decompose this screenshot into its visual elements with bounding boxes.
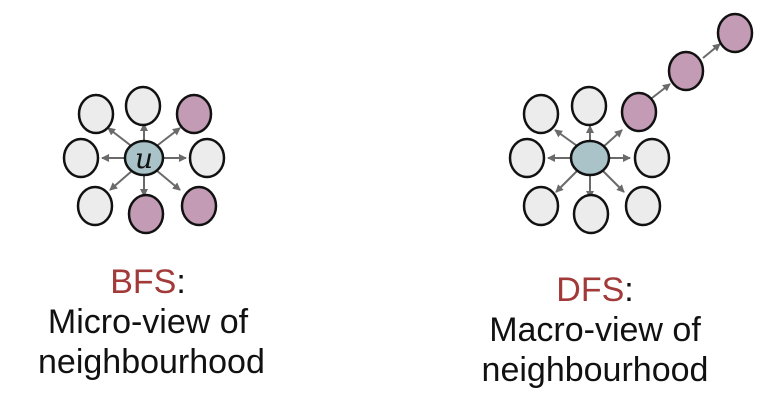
bfs-center-node — [123, 139, 165, 177]
bfs-center-label: u — [135, 142, 153, 175]
dfs-line1: Macro-view of — [489, 311, 701, 349]
bfs-node-unvisited — [62, 137, 100, 179]
bfs-caption: BFS: Micro-view of neighbourhood — [38, 262, 265, 382]
dfs-edge — [555, 169, 579, 193]
dfs-path-node — [716, 12, 754, 54]
bfs-node-unvisited — [124, 85, 162, 127]
bfs-edge — [109, 169, 134, 191]
dfs-caption: DFS: Macro-view of neighbourhood — [480, 270, 710, 390]
dfs-path-node — [667, 50, 705, 92]
bfs-title: BFS — [110, 263, 177, 301]
dfs-title: DFS — [556, 271, 625, 309]
bfs-node-visited — [175, 93, 213, 135]
bfs-edge — [153, 127, 181, 149]
bfs-diagram: u — [62, 85, 226, 235]
dfs-node-unvisited — [624, 185, 662, 227]
bfs-node-unvisited — [77, 93, 115, 135]
bfs-line1: Micro-view of — [47, 303, 249, 341]
bfs-node-unvisited — [188, 137, 226, 179]
dfs-node-unvisited — [633, 137, 671, 179]
dfs-edge — [601, 169, 625, 193]
dfs-line2: neighbourhood — [481, 351, 709, 389]
dfs-heading: DFS: — [480, 270, 710, 310]
dfs-node-unvisited — [508, 137, 546, 179]
dfs-node-unvisited — [522, 185, 560, 227]
dfs-colon: : — [624, 271, 634, 309]
dfs-node-unvisited — [522, 93, 560, 135]
bfs-node-visited — [127, 193, 165, 235]
bfs-edge — [155, 169, 181, 191]
dfs-path-edge — [702, 43, 721, 59]
bfs-node-visited — [180, 185, 218, 227]
dfs-diagram — [508, 12, 754, 235]
bfs-colon: : — [176, 263, 186, 301]
dfs-node-unvisited — [570, 85, 608, 127]
dfs-node-unvisited — [572, 193, 610, 235]
dfs-node-visited — [620, 91, 658, 133]
bfs-heading: BFS: — [38, 262, 258, 302]
bfs-node-unvisited — [76, 185, 114, 227]
bfs-line2: neighbourhood — [38, 343, 265, 381]
dfs-center-node — [569, 139, 611, 177]
bfs-edge — [107, 127, 135, 149]
dfs-edge — [601, 129, 623, 149]
dfs-path-edge — [651, 83, 671, 99]
